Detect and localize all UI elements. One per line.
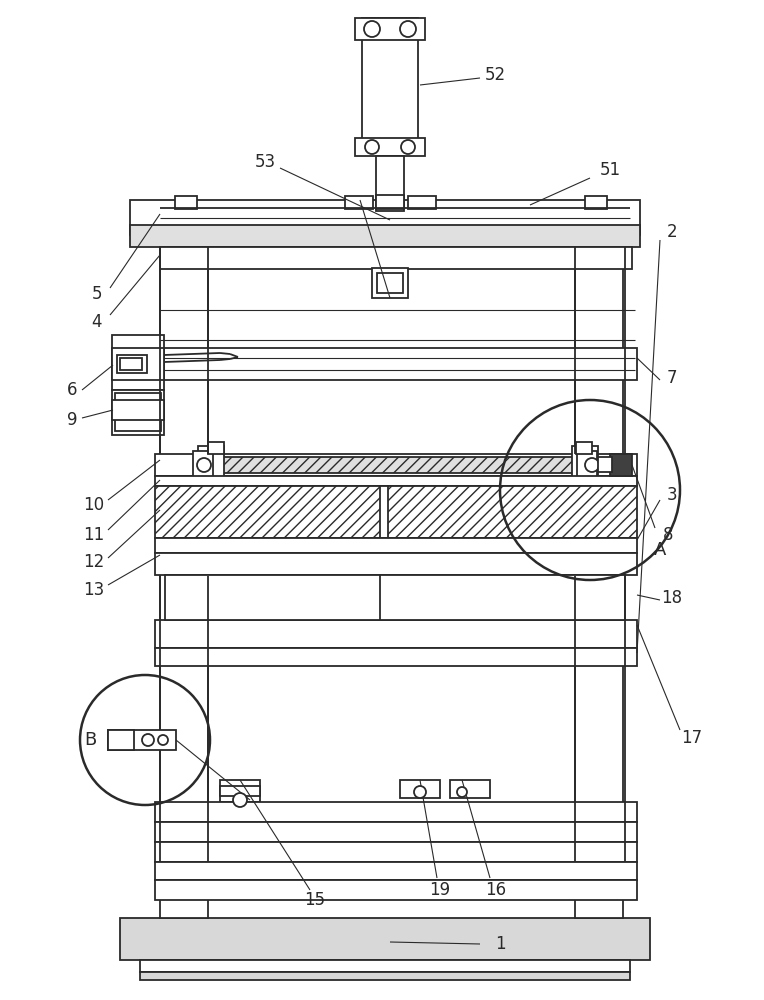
Text: 2: 2 — [667, 223, 678, 241]
Bar — [585, 196, 607, 209]
Bar — [193, 451, 213, 477]
Bar — [130, 225, 640, 247]
Bar — [376, 195, 404, 209]
Bar — [377, 273, 403, 293]
Bar — [610, 454, 632, 476]
Bar — [155, 862, 637, 880]
Circle shape — [414, 786, 426, 798]
Text: 17: 17 — [681, 729, 703, 747]
Bar — [165, 575, 625, 620]
Bar — [155, 880, 637, 900]
Bar — [355, 138, 425, 156]
Text: 16: 16 — [485, 881, 507, 899]
Bar — [155, 476, 637, 486]
Bar — [372, 268, 408, 298]
Circle shape — [142, 734, 154, 746]
Bar — [112, 400, 164, 420]
Circle shape — [365, 140, 379, 154]
Text: 6: 6 — [66, 381, 77, 399]
Bar — [108, 730, 134, 750]
Bar — [120, 918, 650, 960]
Bar — [408, 196, 436, 209]
Bar — [576, 442, 592, 454]
Bar — [108, 730, 176, 750]
Circle shape — [197, 458, 211, 472]
Bar — [155, 620, 637, 648]
Bar — [155, 802, 637, 822]
Bar — [155, 553, 637, 575]
Text: B: B — [84, 731, 96, 749]
Circle shape — [457, 787, 467, 797]
Text: 8: 8 — [662, 526, 673, 544]
Bar — [140, 972, 630, 980]
Bar — [155, 842, 637, 862]
Text: 12: 12 — [83, 553, 105, 571]
Text: 11: 11 — [83, 526, 105, 544]
Circle shape — [585, 458, 599, 472]
Text: 7: 7 — [667, 369, 677, 387]
Text: 53: 53 — [254, 153, 276, 171]
Text: 14: 14 — [121, 733, 143, 751]
Circle shape — [158, 735, 168, 745]
Text: 9: 9 — [66, 411, 77, 429]
Bar — [155, 538, 637, 553]
Text: 18: 18 — [662, 589, 682, 607]
Text: A: A — [654, 541, 666, 559]
Bar — [155, 486, 637, 538]
Bar — [355, 18, 425, 40]
Bar — [575, 210, 623, 918]
Bar — [155, 454, 637, 476]
Bar — [160, 210, 208, 918]
Bar — [215, 457, 575, 473]
Text: 10: 10 — [83, 496, 105, 514]
Bar — [112, 348, 164, 380]
Text: 3: 3 — [667, 486, 678, 504]
Bar — [155, 822, 637, 842]
Bar — [220, 780, 260, 802]
Bar — [155, 348, 637, 380]
Circle shape — [233, 793, 247, 807]
Text: 15: 15 — [304, 891, 325, 909]
Bar — [400, 780, 440, 798]
Text: 51: 51 — [600, 161, 620, 179]
Bar — [577, 451, 597, 477]
Bar — [598, 457, 612, 472]
Bar — [120, 358, 142, 370]
Bar — [175, 196, 197, 209]
Circle shape — [401, 140, 415, 154]
Bar — [362, 18, 418, 148]
Bar — [112, 390, 164, 435]
Bar — [160, 247, 632, 269]
Text: 19: 19 — [429, 881, 451, 899]
Text: 5: 5 — [92, 285, 102, 303]
Text: 13: 13 — [83, 581, 105, 599]
Bar — [130, 200, 640, 235]
Text: 52: 52 — [484, 66, 506, 84]
Text: 1: 1 — [494, 935, 505, 953]
Circle shape — [364, 21, 380, 37]
Bar — [572, 446, 598, 482]
Bar — [115, 393, 161, 431]
Bar — [112, 335, 164, 390]
Bar — [117, 355, 147, 373]
Bar — [450, 780, 490, 798]
Circle shape — [400, 21, 416, 37]
Bar — [208, 442, 224, 454]
Bar — [220, 786, 260, 796]
Bar — [380, 486, 388, 538]
Text: 4: 4 — [92, 313, 102, 331]
Bar — [155, 648, 637, 666]
Bar — [140, 960, 630, 972]
Bar — [198, 446, 224, 482]
Bar — [345, 196, 373, 209]
Bar — [376, 156, 404, 211]
